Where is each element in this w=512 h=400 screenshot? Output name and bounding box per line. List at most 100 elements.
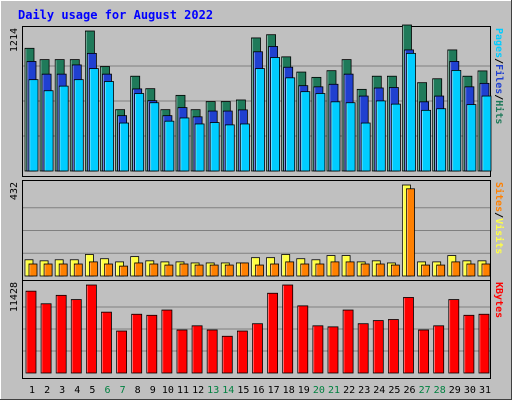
bar-sites-day-26 bbox=[406, 188, 415, 277]
bar-pages-day-22 bbox=[345, 102, 356, 172]
x-tick-label-day-1: 1 bbox=[29, 385, 35, 396]
x-tick-label-day-22: 22 bbox=[343, 385, 355, 396]
day-1-bars bbox=[24, 47, 39, 172]
y-axis-max-label: 432 bbox=[9, 182, 20, 200]
bar-kbytes-day-3 bbox=[55, 294, 67, 374]
bar-kbytes-day-4 bbox=[70, 299, 82, 374]
bar-pages-day-14 bbox=[224, 124, 235, 172]
x-tick-label-day-29: 29 bbox=[449, 385, 461, 396]
x-tick-label-day-21: 21 bbox=[328, 385, 340, 396]
day-13-bars bbox=[206, 329, 218, 374]
day-11-bars bbox=[175, 261, 189, 277]
day-5-bars bbox=[85, 254, 98, 277]
bar-sites-day-14 bbox=[224, 264, 234, 277]
legend-part: Sites bbox=[493, 182, 505, 212]
bar-kbytes-day-19 bbox=[297, 305, 309, 374]
bar-sites-day-16 bbox=[255, 264, 264, 277]
day-26-bars bbox=[403, 297, 414, 374]
day-18-bars bbox=[281, 56, 296, 172]
bar-pages-day-31 bbox=[481, 95, 492, 172]
x-axis-tick-labels: 1 2 3 4 5 6 7 8 9 10 11 12 13 14 15 16 17 18 19 20 21 22 23 24 2… bbox=[29, 385, 491, 396]
bar-kbytes-day-28 bbox=[433, 325, 445, 374]
bar-pages-day-24 bbox=[375, 100, 386, 172]
day-27-bars bbox=[417, 261, 431, 277]
bar-kbytes-day-5 bbox=[86, 284, 97, 374]
bar-pages-day-15 bbox=[239, 123, 250, 172]
bar-sites-day-8 bbox=[134, 262, 144, 277]
day-6-bars bbox=[101, 311, 112, 374]
bar-kbytes-day-13 bbox=[206, 329, 218, 374]
x-tick-label-day-13: 13 bbox=[207, 385, 219, 396]
day-2-bars bbox=[40, 303, 52, 374]
bar-sites-day-31 bbox=[481, 263, 491, 277]
day-25-bars bbox=[386, 75, 401, 172]
day-7-bars bbox=[115, 261, 128, 277]
day-14-bars bbox=[220, 101, 235, 172]
bar-kbytes-day-2 bbox=[40, 303, 52, 374]
day-16-bars bbox=[251, 257, 264, 277]
legend-part: / bbox=[493, 94, 504, 100]
x-tick-label-day-17: 17 bbox=[268, 385, 280, 396]
x-tick-label-day-6: 6 bbox=[104, 385, 110, 396]
bar-sites-day-10 bbox=[164, 264, 174, 277]
bar-kbytes-day-26 bbox=[403, 297, 414, 374]
day-20-bars bbox=[311, 259, 325, 277]
bar-pages-day-20 bbox=[315, 93, 326, 172]
bar-kbytes-day-22 bbox=[342, 309, 354, 374]
day-11-bars bbox=[175, 94, 190, 172]
bar-sites-day-7 bbox=[119, 265, 128, 277]
x-tick-label-day-18: 18 bbox=[283, 385, 295, 396]
day-7-bars bbox=[115, 109, 129, 172]
day-28-bars bbox=[432, 78, 447, 172]
bar-pages-day-13 bbox=[209, 122, 220, 172]
panel-legend-label: KBytes bbox=[493, 282, 504, 318]
x-tick-label-day-16: 16 bbox=[252, 385, 264, 396]
bar-sites-day-4 bbox=[73, 263, 83, 277]
bar-kbytes-day-30 bbox=[463, 314, 475, 374]
day-12-bars bbox=[191, 325, 203, 374]
day-25-bars bbox=[387, 319, 399, 374]
day-14-bars bbox=[221, 335, 233, 374]
x-tick-label-day-26: 26 bbox=[403, 385, 415, 396]
day-1-bars bbox=[25, 290, 37, 374]
day-5-bars bbox=[86, 284, 97, 374]
day-27-bars bbox=[417, 82, 432, 172]
bar-sites-day-12 bbox=[194, 264, 204, 277]
legend-part: Visits bbox=[493, 218, 505, 254]
day-10-bars bbox=[160, 109, 175, 172]
day-6-bars bbox=[100, 66, 114, 172]
bar-sites-day-29 bbox=[451, 261, 461, 277]
day-9-bars bbox=[146, 314, 158, 374]
day-11-bars bbox=[176, 329, 188, 374]
bar-pages-day-26 bbox=[406, 52, 416, 172]
legend-part: / bbox=[493, 212, 504, 218]
legend-part: Pages bbox=[493, 28, 504, 58]
day-13-bars bbox=[205, 262, 219, 277]
day-28-bars bbox=[432, 261, 446, 277]
bar-pages-day-10 bbox=[164, 120, 175, 172]
day-16-bars bbox=[252, 323, 263, 374]
day-28-bars bbox=[433, 325, 445, 374]
day-24-bars bbox=[371, 75, 386, 172]
bar-sites-day-23 bbox=[360, 263, 370, 277]
day-3-bars bbox=[54, 59, 69, 172]
day-21-bars bbox=[327, 326, 339, 374]
chart-title: Daily usage for August 2022 bbox=[18, 8, 213, 22]
day-5-bars bbox=[85, 30, 99, 172]
day-2-bars bbox=[39, 59, 54, 172]
bar-kbytes-day-12 bbox=[191, 325, 203, 374]
day-23-bars bbox=[356, 88, 371, 172]
bar-sites-day-17 bbox=[270, 263, 280, 277]
day-14-bars bbox=[220, 262, 234, 277]
panel-pages-files-hits: 1214 Pages/Files/Hits bbox=[9, 24, 505, 177]
day-19-bars bbox=[297, 305, 309, 374]
bar-kbytes-day-24 bbox=[372, 320, 384, 374]
y-axis-max-label: 1214 bbox=[9, 28, 20, 52]
day-15-bars bbox=[235, 99, 250, 172]
x-tick-label-day-11: 11 bbox=[177, 385, 189, 396]
x-tick-label-day-10: 10 bbox=[162, 385, 174, 396]
bar-sites-day-15 bbox=[239, 262, 249, 277]
day-6-bars bbox=[100, 258, 113, 277]
day-29-bars bbox=[448, 299, 460, 374]
bar-sites-day-1 bbox=[28, 263, 38, 277]
